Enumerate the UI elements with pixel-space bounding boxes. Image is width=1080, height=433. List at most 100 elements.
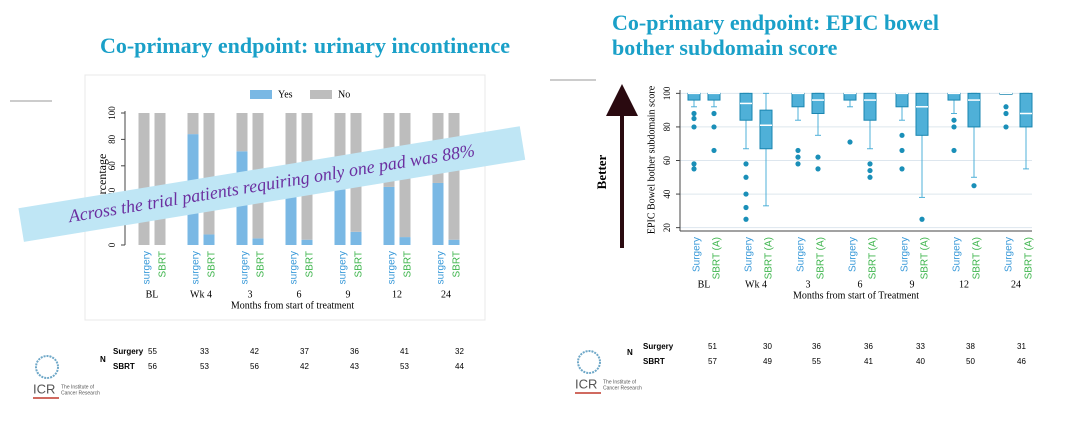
x-tick-label: surgery	[289, 251, 300, 284]
bar-segment	[383, 186, 395, 245]
x-tick-label: Surgery	[796, 237, 807, 272]
y-tick-label: 20	[662, 223, 672, 233]
y-axis-label: Percentage	[95, 154, 109, 207]
bar-segment	[399, 237, 411, 245]
x-tick-label: SBRT	[207, 251, 218, 278]
outlier	[743, 191, 749, 197]
group-label: 12	[392, 289, 402, 300]
outlier	[919, 216, 925, 222]
x-tick-label: SBRT (A)	[764, 237, 775, 279]
outlier	[1003, 110, 1009, 117]
outlier	[815, 154, 821, 160]
x-tick-label: SBRT (A)	[1024, 237, 1035, 279]
box	[863, 92, 877, 121]
logo-line: Cancer Research	[603, 385, 642, 391]
logo-line: The Institute of	[603, 379, 637, 385]
group-label: Wk 4	[745, 279, 767, 290]
group-label: BL	[698, 279, 711, 290]
x-axis-label: Months from start of Treatment	[793, 290, 919, 301]
table-cell: 43	[350, 362, 359, 371]
table-cell: 57	[708, 357, 717, 366]
outlier	[899, 147, 905, 154]
box	[843, 92, 857, 101]
x-tick-label: SBRT	[158, 251, 169, 278]
group-label: 9	[910, 279, 915, 290]
logo-abbr: ICR	[33, 381, 55, 396]
logo-line: Cancer Research	[61, 390, 100, 396]
outlier	[691, 161, 697, 167]
table-cell: 33	[200, 347, 209, 356]
y-axis-label: EPIC Bowel bother subdomain score	[646, 85, 657, 234]
legend-swatch	[310, 90, 332, 99]
table-cell: 55	[812, 357, 821, 366]
x-tick-label: Surgery	[692, 237, 703, 272]
group-label: 12	[959, 279, 969, 290]
group-label: 3	[806, 279, 811, 290]
x-tick-label: SBRT	[452, 251, 463, 278]
box	[947, 92, 961, 101]
group-label: Wk 4	[190, 289, 212, 300]
outlier	[951, 117, 957, 123]
bar-segment	[187, 113, 199, 135]
y-tick-label: 80	[107, 134, 117, 144]
table-cell: 40	[916, 357, 925, 366]
x-tick-label: Surgery	[952, 237, 963, 272]
banner-box	[18, 126, 526, 242]
outlier	[951, 147, 957, 154]
y-tick-label: 60	[662, 156, 672, 166]
box	[687, 92, 701, 101]
x-tick-label: SBRT (A)	[920, 237, 931, 279]
outlier	[815, 166, 821, 172]
outlier	[691, 166, 697, 172]
outlier	[867, 174, 873, 180]
box	[811, 92, 825, 114]
y-tick-label: 100	[107, 106, 117, 120]
bar-segment	[334, 113, 346, 190]
table-cell: 41	[864, 357, 873, 366]
outlier	[1003, 124, 1009, 130]
x-tick-label: SBRT (A)	[868, 237, 879, 279]
group-label: 24	[441, 289, 451, 300]
x-tick-label: SBRT	[354, 251, 365, 278]
x-tick-label: surgery	[240, 251, 251, 284]
table-cell: 50	[966, 357, 975, 366]
bar-segment	[448, 239, 460, 245]
bar-segment	[236, 113, 248, 152]
group-label: 24	[1011, 279, 1021, 290]
table-cell: 36	[864, 342, 873, 351]
outlier	[743, 204, 749, 211]
table-cell: 53	[200, 362, 209, 371]
x-tick-label: surgery	[436, 251, 447, 284]
x-tick-label: surgery	[142, 251, 153, 284]
outlier	[711, 124, 717, 130]
x-tick-label: SBRT	[256, 251, 267, 278]
box	[967, 92, 981, 128]
x-tick-label: SBRT (A)	[712, 237, 723, 279]
box	[707, 92, 721, 101]
logo-line: The Institute of	[61, 384, 95, 390]
outlier	[691, 124, 697, 130]
better-label: Better	[594, 154, 609, 189]
outlier	[691, 115, 697, 122]
box	[895, 92, 909, 108]
table-cell: 33	[916, 342, 925, 351]
outlier	[743, 216, 749, 222]
table-cell: 46	[1017, 357, 1026, 366]
outlier	[971, 183, 977, 189]
logo-abbr: ICR	[575, 376, 597, 391]
logo-emblem	[577, 350, 601, 374]
box	[759, 109, 773, 150]
box	[915, 92, 929, 136]
slide-title: Co-primary endpoint: urinary incontinenc…	[100, 33, 510, 58]
bar-segment	[154, 113, 166, 245]
outlier	[795, 147, 801, 154]
box	[739, 92, 753, 121]
outlier	[711, 110, 717, 117]
x-axis-label: Months from start of treatment	[231, 300, 355, 311]
outlier	[711, 147, 717, 154]
outlier	[867, 167, 873, 174]
group-label: 6	[858, 279, 863, 290]
group-label: BL	[146, 289, 159, 300]
x-tick-label: surgery	[338, 251, 349, 284]
